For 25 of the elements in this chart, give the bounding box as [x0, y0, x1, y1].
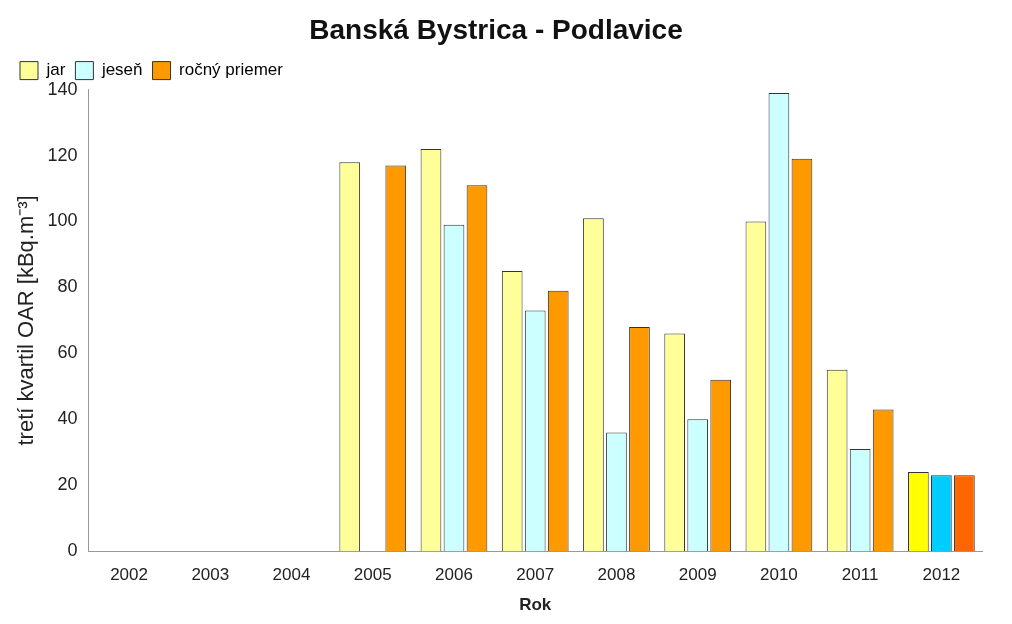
- y-tick-label: 140: [47, 78, 78, 99]
- legend-label: jar: [45, 60, 66, 80]
- x-tick-label: 2008: [597, 565, 636, 585]
- y-tick-label: 20: [57, 474, 78, 495]
- y-tick-label: 80: [57, 276, 78, 297]
- x-axis-title: Rok: [519, 595, 552, 615]
- x-tick-label: 2003: [191, 565, 230, 585]
- x-tick-label: 2007: [516, 565, 555, 585]
- x-tick-label: 2002: [110, 565, 148, 585]
- legend-label: jeseň: [100, 60, 143, 80]
- y-tick-label: 120: [47, 144, 78, 165]
- x-tick-label: 2011: [841, 565, 879, 585]
- x-tick-label: 2012: [922, 565, 961, 585]
- legend-label: ročný priemer: [179, 60, 284, 80]
- y-axis-title: tretí kvartil OAR [kBq.m⁻³]: [13, 195, 39, 446]
- y-tick-label: 100: [47, 210, 78, 231]
- y-tick-label: 40: [57, 408, 78, 429]
- x-tick-label: 2010: [760, 565, 798, 585]
- x-tick-label: 2009: [678, 565, 717, 585]
- x-tick-label: 2005: [353, 565, 392, 585]
- x-tick-label: 2004: [272, 565, 311, 585]
- x-tick-label: 2006: [435, 565, 473, 585]
- y-tick-label: 0: [67, 540, 78, 561]
- chart-title: Banská Bystrica - Podlavice: [309, 13, 683, 45]
- y-tick-label: 60: [57, 342, 78, 363]
